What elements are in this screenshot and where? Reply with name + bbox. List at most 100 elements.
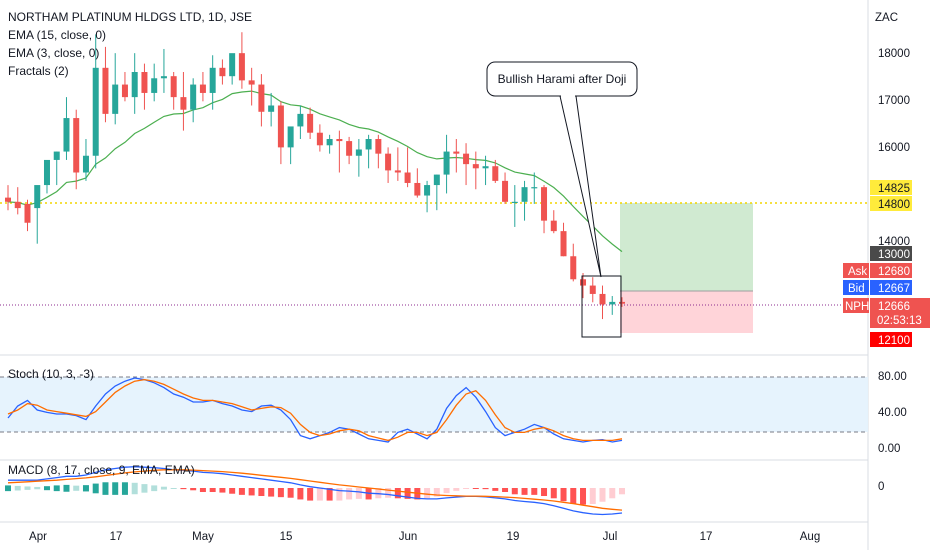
candle[interactable]	[238, 32, 245, 89]
candle[interactable]	[277, 101, 284, 165]
candle-body	[180, 97, 187, 110]
candle[interactable]	[580, 273, 587, 299]
candle[interactable]	[63, 97, 70, 160]
candle[interactable]	[531, 172, 538, 204]
candle[interactable]	[443, 134, 450, 194]
candle[interactable]	[190, 78, 197, 123]
macd-histogram-bar	[502, 488, 509, 493]
candle[interactable]	[73, 109, 80, 190]
callout[interactable]: Bullish Harami after Doji	[486, 61, 638, 278]
time-axis[interactable]: Apr 17 May 15 Jun 19 Jul 17 Aug	[29, 531, 820, 543]
price-axis[interactable]: ZAC 18000 17000 16000 14000 14825 14800 …	[843, 12, 930, 347]
candle[interactable]	[560, 222, 567, 257]
candle[interactable]	[5, 185, 11, 211]
candle[interactable]	[619, 297, 625, 307]
candle[interactable]	[375, 134, 382, 169]
target-zone[interactable]	[620, 203, 753, 291]
candle-body	[580, 279, 587, 286]
candle[interactable]	[424, 180, 431, 213]
candle[interactable]	[326, 134, 333, 154]
macd-histogram-bar	[82, 485, 89, 492]
candle-body	[492, 166, 499, 181]
candle[interactable]	[199, 72, 206, 102]
candle-body	[190, 84, 197, 110]
candle[interactable]	[541, 185, 548, 234]
candle-body	[414, 182, 421, 196]
candle[interactable]	[258, 74, 265, 127]
candle[interactable]	[404, 147, 411, 188]
candle[interactable]	[385, 147, 392, 183]
macd-histogram-bar	[433, 488, 440, 497]
last-tag	[870, 298, 930, 328]
candle[interactable]	[219, 59, 226, 85]
candle[interactable]	[160, 48, 167, 93]
candle[interactable]	[492, 159, 499, 183]
macd-histogram-bar	[112, 482, 119, 495]
candle-body	[424, 185, 431, 196]
candle[interactable]	[268, 92, 275, 127]
candle-body	[5, 197, 11, 202]
candle[interactable]	[355, 139, 362, 177]
candle[interactable]	[550, 210, 557, 234]
time-label-19: 19	[507, 531, 520, 543]
candle-body	[219, 67, 226, 77]
candle[interactable]	[141, 63, 148, 110]
candle[interactable]	[102, 46, 109, 123]
candle-body	[502, 180, 509, 202]
candle[interactable]	[229, 53, 236, 85]
candle[interactable]	[589, 277, 596, 303]
candle[interactable]	[34, 185, 41, 244]
candle[interactable]	[287, 126, 294, 165]
candle[interactable]	[151, 63, 158, 102]
candle[interactable]	[394, 147, 401, 181]
candle[interactable]	[346, 136, 353, 165]
candles[interactable]	[5, 32, 625, 320]
candle[interactable]	[43, 159, 50, 194]
macd-pane[interactable]: MACD (8, 17, close, 9, EMA, EMA) 0	[5, 463, 884, 516]
candle[interactable]	[463, 143, 470, 186]
price-tick-14000: 14000	[878, 236, 910, 248]
candle[interactable]	[453, 139, 460, 173]
stop-zone[interactable]	[620, 291, 753, 333]
candle[interactable]	[24, 199, 31, 232]
candle-body	[14, 201, 21, 209]
stoch-pane[interactable]: Stoch (10, 3, -3) 80.00 40.00 0.00	[0, 367, 907, 455]
candle-body	[316, 132, 323, 146]
candle-body	[511, 201, 518, 204]
candle[interactable]	[502, 172, 509, 204]
candle-body	[375, 139, 382, 154]
candle[interactable]	[365, 134, 372, 169]
candle[interactable]	[521, 180, 528, 221]
macd-histogram-bar	[609, 488, 616, 499]
candle[interactable]	[570, 243, 577, 282]
candle[interactable]	[82, 139, 89, 181]
candle[interactable]	[609, 296, 616, 315]
candle[interactable]	[170, 72, 177, 110]
candle-body	[599, 293, 606, 305]
candle[interactable]	[414, 168, 421, 198]
candle[interactable]	[297, 105, 304, 140]
candle[interactable]	[316, 124, 323, 152]
time-label-aug: Aug	[800, 531, 820, 543]
candle[interactable]	[248, 67, 255, 106]
candle[interactable]	[209, 55, 216, 110]
candle[interactable]	[472, 151, 479, 190]
macd-histogram-bar	[424, 488, 431, 499]
candle[interactable]	[180, 72, 187, 131]
candle[interactable]	[599, 285, 606, 320]
candle[interactable]	[511, 185, 518, 227]
candle[interactable]	[53, 151, 60, 186]
candle[interactable]	[112, 53, 119, 125]
candle[interactable]	[121, 72, 128, 102]
candle[interactable]	[482, 155, 489, 186]
candle-body	[268, 105, 275, 112]
candle[interactable]	[14, 187, 21, 215]
harami-box[interactable]	[581, 275, 622, 338]
candle[interactable]	[131, 53, 138, 114]
time-label-15: 15	[280, 531, 293, 543]
candle[interactable]	[307, 107, 314, 139]
candle[interactable]	[433, 174, 440, 211]
candle[interactable]	[336, 130, 343, 173]
candle[interactable]	[92, 34, 99, 169]
